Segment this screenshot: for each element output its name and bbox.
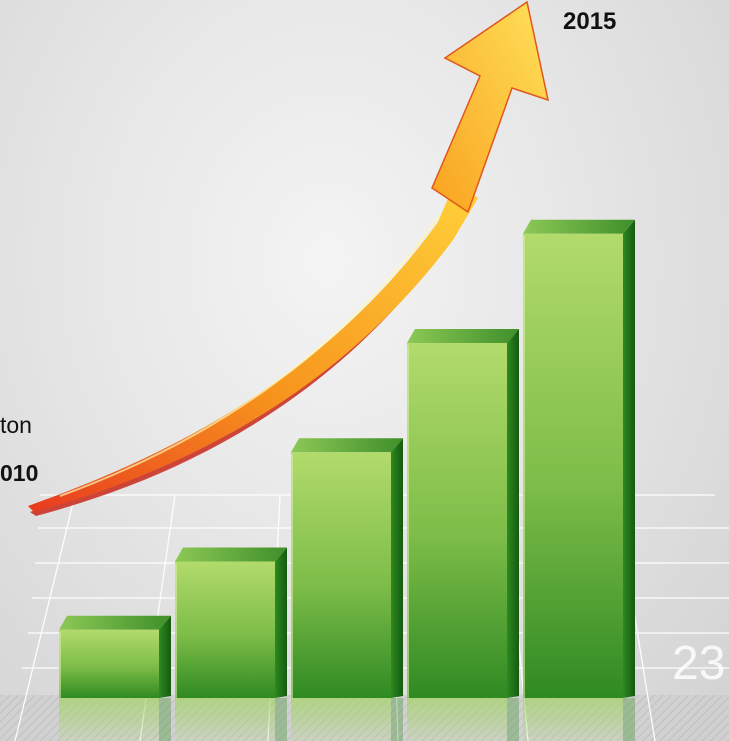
bar-front [523, 233, 623, 698]
trend-arrow-highlight [59, 214, 441, 497]
bar-reflection [59, 698, 159, 741]
start-year-label: 010 [0, 460, 39, 486]
bar-top [407, 329, 519, 344]
start-annotation-text: ton [0, 412, 32, 438]
bar-reflection-side [159, 698, 171, 741]
bar-front [59, 629, 159, 698]
bar-reflection [175, 698, 275, 741]
bar-reflection [523, 698, 623, 741]
trend-arrow [28, 0, 550, 516]
bar-1 [59, 615, 171, 698]
bar-reflection [407, 698, 507, 741]
bar-top [291, 438, 403, 453]
bar-side [623, 219, 635, 698]
trend-arrow-head [431, 0, 550, 214]
bar-front [175, 561, 275, 698]
bar-side [391, 438, 403, 698]
bar-side [507, 329, 519, 698]
bar-front [407, 343, 507, 698]
end-year-label: 2015 [563, 8, 617, 35]
bar-top [175, 547, 287, 562]
bars-group [59, 219, 635, 698]
bar-reflection-side [623, 698, 635, 741]
bar-top [523, 219, 635, 234]
bar-5 [523, 219, 635, 698]
page-number: 23 [672, 637, 726, 690]
bar-reflection-side [275, 698, 287, 741]
bar-front [291, 452, 391, 698]
bar-reflection-side [507, 698, 519, 741]
bar-side [275, 547, 287, 698]
bar-reflections [59, 698, 635, 741]
bar-side [159, 615, 171, 698]
bar-reflection-side [391, 698, 403, 741]
bar-top [59, 615, 171, 630]
bar-2 [175, 547, 287, 698]
bar-3 [291, 438, 403, 698]
bar-4 [407, 329, 519, 698]
bar-reflection [291, 698, 391, 741]
